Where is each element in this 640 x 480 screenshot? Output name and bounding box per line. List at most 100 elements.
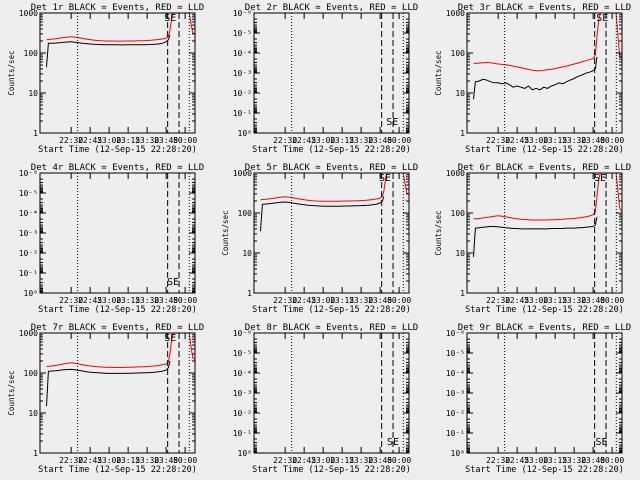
x-tick-label: 23:30 <box>562 456 586 465</box>
x-axis-label: Start Time (12-Sep-15 22:28:20) <box>38 145 197 155</box>
plot-frame <box>253 172 410 294</box>
x-tick-label: 23:15 <box>330 136 354 145</box>
x-tick-label: 23:15 <box>116 296 140 305</box>
se-marker: SE <box>164 333 176 344</box>
x-tick-label: 22:30 <box>273 136 297 145</box>
y-tick-label: 10⁻⁵ <box>19 189 38 198</box>
x-tick-label: 22:45 <box>78 296 102 305</box>
x-tick-label: 00:00 <box>387 456 411 465</box>
y-tick-label: 10⁻² <box>233 89 252 98</box>
chart-panel-4: Det 4r BLACK = Events, RED = LLD SE 10⁰ 10⁻… <box>19 163 204 315</box>
y-tick-label: 10⁻⁶ <box>233 329 252 338</box>
y-tick-label: 1000 <box>446 169 465 178</box>
x-tick-label: 23:30 <box>135 296 159 305</box>
se-marker: SE <box>387 437 399 448</box>
series-group <box>46 13 195 67</box>
plot-frame <box>466 12 623 134</box>
chart-title: Det 2r BLACK = Events, RED = LLD <box>245 3 418 13</box>
series-line-lld <box>473 13 622 72</box>
series-line-lld <box>46 333 195 368</box>
y-tick-label: 10⁻⁵ <box>233 349 252 358</box>
se-marker: SE <box>164 13 176 24</box>
y-tick-label: 10⁻² <box>19 249 38 258</box>
x-tick-label: 23:15 <box>543 456 567 465</box>
chart-title: Det 4r BLACK = Events, RED = LLD <box>31 163 204 173</box>
x-tick-label: 23:30 <box>562 296 586 305</box>
x-tick-label: 00:00 <box>387 296 411 305</box>
x-tick-label: 00:00 <box>600 456 624 465</box>
y-tick-label: 10⁻¹ <box>19 269 38 278</box>
x-tick-label: 23:15 <box>116 136 140 145</box>
x-axis-label: Start Time (12-Sep-15 22:28:20) <box>252 465 411 475</box>
chart-panel-9: Det 9r BLACK = Events, RED = LLD SE 10⁰ 10⁻… <box>446 323 631 475</box>
y-tick-label: 10 <box>242 249 252 258</box>
y-tick-label: 10⁻³ <box>19 229 38 238</box>
plot-frame <box>253 332 410 454</box>
x-axis-label: Start Time (12-Sep-15 22:28:20) <box>38 305 197 315</box>
x-tick-label: 22:30 <box>486 456 510 465</box>
y-tick-label: 10⁰ <box>24 289 38 298</box>
x-tick-label: 22:30 <box>486 136 510 145</box>
x-axis-label: Start Time (12-Sep-15 22:28:20) <box>465 465 624 475</box>
se-marker: SE <box>167 277 179 288</box>
x-tick-label: 23:45 <box>154 456 178 465</box>
chart-title: Det 6r BLACK = Events, RED = LLD <box>458 163 631 173</box>
x-axis-label: Start Time (12-Sep-15 22:28:20) <box>465 145 624 155</box>
x-tick-label: 23:30 <box>349 296 373 305</box>
y-tick-label: 1000 <box>446 9 465 18</box>
plot-frame <box>466 172 623 294</box>
y-axis-label: Counts/sec <box>434 210 443 255</box>
x-axis-label: Start Time (12-Sep-15 22:28:20) <box>38 465 197 475</box>
y-tick-label: 100 <box>24 369 39 378</box>
x-tick-label: 23:00 <box>311 296 335 305</box>
x-tick-label: 23:45 <box>368 136 392 145</box>
plot-frame <box>39 12 196 134</box>
x-tick-label: 23:45 <box>368 456 392 465</box>
x-tick-label: 22:45 <box>78 456 102 465</box>
y-tick-label: 10⁻¹ <box>233 109 252 118</box>
y-tick-label: 10⁰ <box>238 449 252 458</box>
chart-title: Det 8r BLACK = Events, RED = LLD <box>245 323 418 333</box>
x-tick-label: 23:45 <box>368 296 392 305</box>
series-line-events <box>260 196 385 232</box>
x-tick-label: 23:15 <box>116 456 140 465</box>
y-axis-label: Counts/sec <box>7 50 16 95</box>
x-tick-label: 22:45 <box>292 296 316 305</box>
chart-title: Det 1r BLACK = Events, RED = LLD <box>31 3 204 13</box>
x-tick-label: 22:45 <box>505 456 529 465</box>
y-tick-label: 100 <box>238 209 253 218</box>
se-marker: SE <box>386 117 398 128</box>
x-tick-label: 23:30 <box>135 136 159 145</box>
y-tick-label: 10⁻⁶ <box>19 169 38 178</box>
x-tick-label: 23:15 <box>330 456 354 465</box>
y-tick-label: 10⁻² <box>233 409 252 418</box>
y-tick-label: 10⁻⁴ <box>446 369 465 378</box>
y-axis-label: Counts/sec <box>434 50 443 95</box>
x-tick-label: 22:30 <box>273 456 297 465</box>
x-tick-label: 23:00 <box>97 136 121 145</box>
y-tick-label: 10⁻⁵ <box>233 29 252 38</box>
x-tick-label: 22:30 <box>59 296 83 305</box>
y-tick-label: 10⁻⁵ <box>446 349 465 358</box>
x-axis-label: Start Time (12-Sep-15 22:28:20) <box>465 305 624 315</box>
series-line-events <box>46 34 171 67</box>
x-tick-label: 23:00 <box>311 456 335 465</box>
y-tick-label: 1000 <box>19 329 38 338</box>
y-tick-label: 100 <box>451 49 466 58</box>
x-tick-label: 00:00 <box>173 456 197 465</box>
x-tick-label: 23:45 <box>154 136 178 145</box>
x-tick-label: 23:15 <box>543 296 567 305</box>
x-tick-label: 23:45 <box>581 456 605 465</box>
x-tick-label: 22:30 <box>486 296 510 305</box>
y-tick-label: 1 <box>460 289 465 298</box>
chart-panel-2: Det 2r BLACK = Events, RED = LLD SE 10⁰ 10⁻… <box>233 3 418 155</box>
y-tick-label: 10⁻⁶ <box>446 329 465 338</box>
chart-title: Det 5r BLACK = Events, RED = LLD <box>245 163 418 173</box>
y-tick-label: 1 <box>33 129 38 138</box>
x-tick-label: 23:00 <box>97 456 121 465</box>
x-tick-label: 23:45 <box>581 136 605 145</box>
y-tick-label: 10⁻² <box>446 409 465 418</box>
y-tick-label: 10⁰ <box>238 129 252 138</box>
